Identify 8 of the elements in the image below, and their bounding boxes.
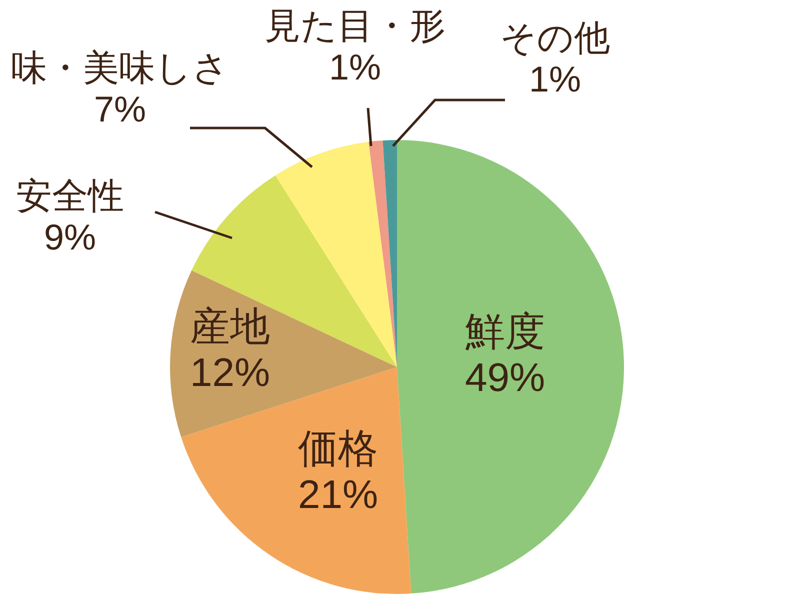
data-label: 1% [328,46,382,88]
slice-label: その他 [500,17,610,58]
data-label: 7% [94,88,146,130]
slice-label: 安全性 [16,175,124,216]
slice-label: 味・美味しさ [11,47,229,88]
data-label: 9% [44,216,96,258]
slice-label: 見た目・形 [264,5,446,46]
data-label: 1% [528,58,582,100]
